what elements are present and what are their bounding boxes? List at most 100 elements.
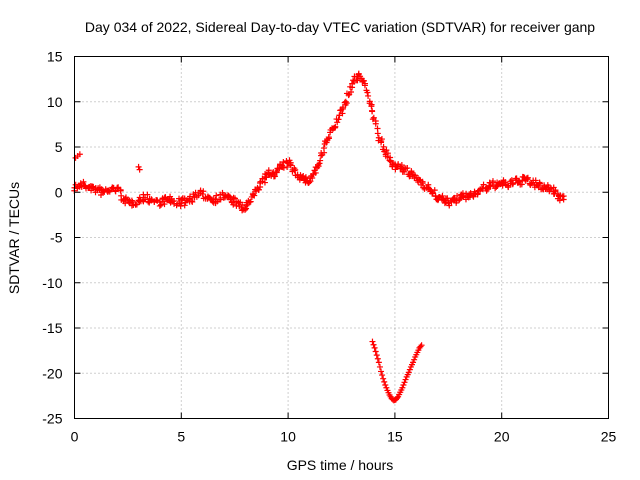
x-tick-label: 20 [494,429,510,445]
data-point [144,191,151,198]
data-point [401,379,408,386]
data-point [372,120,379,127]
data-point [374,130,381,137]
data-point [342,98,349,105]
plot-frame [74,56,609,419]
data-point [548,185,555,192]
data-point [361,82,368,89]
data-point [360,77,367,84]
data-point [317,157,324,164]
data-point [431,187,438,194]
data-point [505,183,512,190]
data-point [80,178,87,185]
data-point [259,175,266,182]
data-point [374,355,381,362]
data-point [399,384,406,391]
data-point [232,195,239,202]
data-point [380,143,387,150]
data-points [71,70,567,404]
data-point [291,167,298,174]
data-point [375,359,382,366]
data-point [440,196,447,203]
data-point [453,199,460,206]
data-point [97,191,104,198]
data-point [378,368,385,375]
data-point [370,114,377,121]
data-point [369,108,376,115]
data-point [335,116,342,123]
data-point [400,382,407,389]
data-point [429,190,436,197]
data-point [456,195,463,202]
data-point [343,100,350,107]
y-tick-label: -20 [42,365,62,381]
data-point [133,201,140,208]
data-point [188,198,195,205]
data-point [251,192,258,199]
data-point [364,89,371,96]
data-point [309,174,316,181]
data-point [226,193,233,200]
data-point [417,343,424,350]
data-point [444,195,451,202]
data-point [406,366,413,373]
data-point [242,206,249,213]
data-point [199,191,206,198]
data-point [381,378,388,385]
data-point [347,89,354,96]
data-point [76,151,83,158]
data-point [287,161,294,168]
data-point [280,158,287,165]
data-point [402,376,409,383]
y-tick-label: -10 [42,275,62,291]
data-point [284,164,291,171]
data-point [365,92,372,99]
data-point [179,196,186,203]
data-point [516,178,523,185]
y-tick-label: 5 [55,139,63,155]
x-tick-label: 0 [71,429,79,445]
data-point [225,192,232,199]
x-tick-label: 10 [280,429,296,445]
x-tick-label: 25 [601,429,617,445]
data-point [532,177,539,184]
data-point [410,359,417,366]
x-tick-label: 5 [177,429,185,445]
y-tick-labels: -25 -20 -15 -10 -5 0 5 10 15 [42,49,62,427]
data-point [332,123,339,130]
data-point [306,179,313,186]
data-point [292,166,299,173]
data-point [156,199,163,206]
data-point [383,384,390,391]
data-point [325,135,332,142]
data-point [432,192,439,199]
chart-title: Day 034 of 2022, Sidereal Day-to-day VTE… [85,19,595,35]
data-point [135,163,142,170]
data-point [334,119,341,126]
data-point [368,103,375,110]
x-axis-label: GPS time / hours [287,457,394,473]
data-point [336,112,343,119]
data-point [418,342,425,349]
data-point [243,202,250,209]
data-point [439,192,446,199]
y-tick-label: -15 [42,320,62,336]
y-tick-label: 10 [47,94,63,110]
data-point [484,186,491,193]
data-point [230,201,237,208]
grid-lines [74,56,609,419]
data-point [489,178,496,185]
data-point [404,165,411,172]
data-point [355,70,362,77]
data-point [105,187,112,194]
data-point [255,186,262,193]
data-point [142,196,149,203]
y-axis-label: SDTVAR / TECUs [6,182,22,294]
data-point [312,169,319,176]
data-point [200,188,207,195]
data-point [405,369,412,376]
data-point [181,202,188,209]
data-point [454,192,461,199]
data-point [370,341,377,348]
